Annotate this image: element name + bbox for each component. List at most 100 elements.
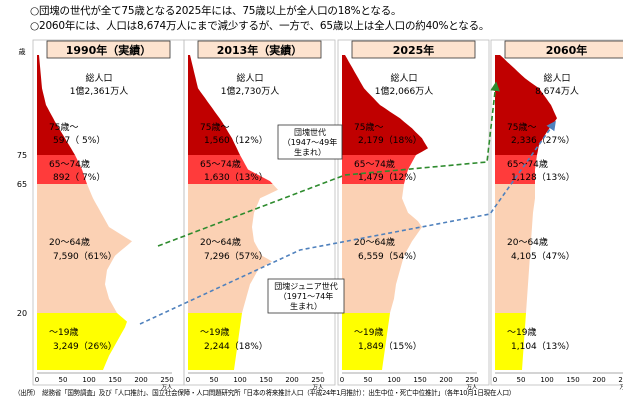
x-tick-label: 0 [493, 376, 497, 384]
x-unit-label: 万人 [161, 384, 173, 391]
annotation-text: 団塊世代 [294, 127, 326, 137]
pyramid-band-65-74 [342, 155, 416, 184]
x-unit-label: 万人 [312, 384, 324, 391]
group-age-label: ～19歳 [49, 326, 78, 338]
panel-title-box [351, 40, 476, 59]
pyramid-band-under19 [495, 313, 526, 370]
pyramid-band-20-64 [342, 184, 422, 313]
panel-frame [337, 39, 490, 386]
total-value: 1億2,730万人 [221, 85, 280, 97]
pyramid-band-65-74 [188, 155, 273, 184]
group-age-label: 75歳～ [49, 121, 78, 133]
total-label: 総人口 [85, 72, 112, 84]
group-age-label: ～19歳 [507, 326, 536, 338]
group-value-label: 4,105（47%） [511, 251, 575, 262]
annotation-box [277, 124, 343, 160]
group-value-label: 7,296（57%） [204, 251, 268, 262]
panel-frame [183, 39, 336, 386]
annotation-text: （1947～49年 [283, 137, 338, 147]
total-value: 1億2,361万人 [70, 85, 129, 97]
x-tick-label: 200 [134, 376, 147, 384]
group-age-label: 20～64歳 [200, 236, 241, 248]
x-tick-label: 100 [233, 376, 246, 384]
annotation-text: （1971～74年 [279, 291, 334, 301]
group-value-label: 2,336（27%） [511, 135, 575, 146]
group-value-label: 597（ 5%） [53, 135, 105, 146]
y-axis-label: 歳 [19, 47, 26, 56]
y-tick-label: 65 [17, 180, 27, 189]
x-tick-label: 150 [108, 376, 121, 384]
group-value-label: 7,590（61%） [53, 251, 117, 262]
x-tick-label: 150 [566, 376, 579, 384]
pyramid-band-65-74 [37, 155, 87, 184]
group-value-label: 892（ 7%） [53, 172, 105, 183]
group-value-label: 1,560（12%） [204, 135, 268, 146]
panel-title: 1990年（実績） [66, 43, 152, 57]
x-tick-label: 200 [592, 376, 605, 384]
x-tick-label: 200 [439, 376, 452, 384]
x-tick-label: 0 [340, 376, 344, 384]
total-label: 総人口 [390, 72, 417, 84]
group-age-label: 20～64歳 [49, 236, 90, 248]
pyramid-band-20-64 [37, 184, 132, 313]
pyramid-band-75plus [37, 55, 75, 155]
group-age-label: 75歳～ [200, 121, 229, 133]
dantai-cohort-arrow [157, 81, 500, 247]
y-axis: 歳 75 65 20 [17, 47, 27, 318]
x-tick-label: 0 [35, 376, 39, 384]
y-tick-label: 75 [17, 151, 27, 160]
x-unit-label: 万人 [466, 384, 478, 391]
x-tick-label: 50 [210, 376, 219, 384]
group-age-label: 20～64歳 [507, 236, 548, 248]
annotation-text: 生まれ） [294, 147, 326, 157]
x-tick-label: 0 [186, 376, 190, 384]
x-tick-label: 250 [311, 376, 324, 384]
annotation-box [267, 278, 345, 314]
x-tick-label: 250 [160, 376, 173, 384]
x-tick-label: 250 [465, 376, 478, 384]
group-value-label: 1,630（13%） [204, 172, 268, 183]
group-age-label: 65～74歳 [200, 158, 241, 170]
pyramid-band-75plus [188, 55, 240, 155]
x-tick-label: 50 [59, 376, 68, 384]
x-tick-label: 100 [387, 376, 400, 384]
pyramid-band-under19 [342, 313, 390, 370]
pyramid-band-under19 [37, 313, 127, 370]
group-age-label: 65～74歳 [354, 158, 395, 170]
total-label: 総人口 [236, 72, 263, 84]
annotation-text: 団塊ジュニア世代 [274, 281, 337, 291]
pyramid-band-under19 [188, 313, 242, 370]
header-line-2: ○2060年には、人口は8,674万人にまで減少するが、一方で、65歳以上は全人… [30, 20, 490, 32]
x-tick-label: 100 [540, 376, 553, 384]
pyramid-shapes [37, 55, 557, 370]
x-tick-label: 50 [517, 376, 526, 384]
pyramid-band-20-64 [495, 184, 535, 313]
panel-title: 2060年 [546, 43, 588, 57]
group-age-label: 20～64歳 [354, 236, 395, 248]
total-label: 総人口 [543, 72, 570, 84]
pyramid-band-65-74 [495, 155, 537, 184]
total-value: 8,674万人 [535, 86, 579, 97]
group-age-label: 65～74歳 [507, 158, 548, 170]
x-tick-label: 250 [618, 376, 623, 384]
panel-title-box [504, 40, 623, 59]
annotation-text: 生まれ） [290, 301, 322, 311]
group-age-label: 75歳～ [354, 121, 383, 133]
x-tick-label: 150 [413, 376, 426, 384]
group-value-label: 2,244（18%） [204, 341, 268, 352]
group-value-label: 2,179（18%） [358, 135, 422, 146]
x-tick-label: 50 [364, 376, 373, 384]
x-tick-label: 150 [259, 376, 272, 384]
y-tick-label: 20 [17, 309, 27, 318]
group-age-label: ～19歳 [354, 326, 383, 338]
panel-title: 2025年 [393, 43, 435, 57]
panel-title-box [197, 40, 322, 59]
x-unit-label: 万人 [619, 384, 623, 391]
x-tick-label: 200 [285, 376, 298, 384]
panel-title-box [46, 40, 171, 59]
pyramid-band-75plus [342, 55, 428, 155]
header-line-1: ○団塊の世代が全て75歳となる2025年には、75歳以上が全人口の18%となる。 [30, 5, 402, 17]
